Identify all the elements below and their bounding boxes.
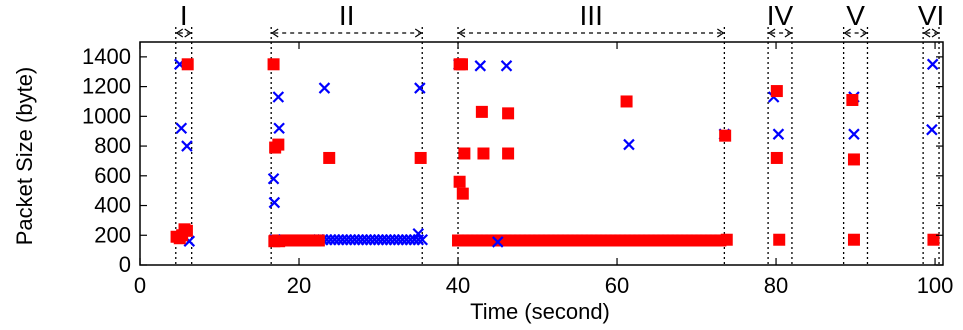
- data-point-x: [268, 196, 281, 209]
- data-point-square: [475, 105, 488, 118]
- data-point-square: [847, 153, 860, 166]
- y-tick-label: 400: [94, 193, 131, 218]
- y-tick-label: 1200: [82, 74, 131, 99]
- y-axis-title: Packet Size (byte): [12, 67, 37, 246]
- data-point-x: [414, 82, 426, 94]
- data-point-square: [456, 187, 469, 200]
- y-tick-label: 200: [94, 222, 131, 247]
- data-point-x: [267, 172, 280, 185]
- data-point-square: [181, 58, 194, 71]
- y-tick-label: 1400: [82, 44, 131, 69]
- data-point-x: [318, 82, 331, 94]
- data-point-square: [273, 235, 286, 248]
- data-point-x: [623, 138, 635, 151]
- arrowhead-left: [768, 28, 776, 38]
- arrowhead-right: [784, 28, 793, 38]
- phase-label: I: [180, 0, 188, 31]
- y-tick-label: 600: [94, 163, 131, 188]
- x-tick-label: 40: [446, 273, 470, 298]
- arrowhead-left: [923, 28, 931, 38]
- data-point-x: [272, 91, 285, 103]
- data-point-x: [416, 233, 429, 246]
- data-point-square: [414, 151, 427, 164]
- data-point-square: [455, 58, 468, 71]
- data-point-square: [502, 147, 515, 160]
- data-point-x: [926, 58, 939, 71]
- data-point-x: [175, 122, 188, 135]
- arrowhead-right: [860, 28, 868, 38]
- x-axis-title: Time (second): [470, 299, 610, 324]
- data-point-square: [272, 138, 285, 151]
- arrowhead-right: [414, 28, 423, 38]
- data-point-x: [772, 128, 785, 140]
- data-point-square: [312, 234, 325, 247]
- data-point-square: [773, 233, 786, 246]
- data-point-x: [926, 123, 938, 136]
- data-point-square: [620, 95, 633, 108]
- data-point-square: [180, 224, 193, 237]
- data-point-square: [453, 175, 466, 188]
- y-tick-label: 800: [94, 133, 131, 158]
- phase-label: VI: [918, 0, 944, 31]
- data-point-square: [267, 58, 280, 71]
- data-point-square: [458, 147, 471, 160]
- data-point-x: [474, 60, 487, 72]
- data-point-x: [412, 228, 425, 240]
- data-point-square: [502, 107, 515, 120]
- x-tick-label: 60: [605, 273, 629, 298]
- y-tick-label: 0: [119, 252, 131, 277]
- x-tick-label: 20: [287, 273, 311, 298]
- arrowhead-right: [931, 28, 940, 38]
- data-point-square: [477, 147, 490, 160]
- data-point-square: [720, 233, 733, 246]
- data-point-square: [846, 93, 859, 106]
- data-point-square: [927, 233, 940, 246]
- data-point-square: [719, 129, 732, 142]
- arrowhead-left: [175, 28, 184, 38]
- y-tick-label: 1000: [82, 103, 131, 128]
- data-point-square: [770, 151, 783, 164]
- data-point-x: [848, 128, 860, 140]
- arrowhead-right: [184, 28, 192, 38]
- arrowhead-left: [271, 28, 279, 38]
- plot-frame: [139, 41, 944, 266]
- data-points: [170, 58, 940, 248]
- data-point-x: [491, 236, 504, 248]
- phase-label: III: [580, 0, 603, 31]
- arrowhead-right: [717, 28, 725, 38]
- arrowhead-left: [843, 28, 851, 38]
- data-point-square: [323, 151, 336, 164]
- phase-label: V: [846, 0, 865, 31]
- data-point-x: [181, 140, 193, 152]
- x-tick-label: 100: [917, 273, 954, 298]
- data-point-x: [500, 60, 513, 72]
- phase-markers: I II III IV V VI: [175, 0, 944, 265]
- x-tick-label: 0: [134, 273, 146, 298]
- data-point-x: [273, 122, 285, 135]
- x-tick-label: 80: [764, 273, 788, 298]
- data-point-square: [770, 85, 783, 98]
- data-point-square: [847, 233, 860, 246]
- arrowhead-left: [457, 28, 466, 38]
- phase-label: II: [339, 0, 355, 31]
- phase-label: IV: [767, 0, 794, 31]
